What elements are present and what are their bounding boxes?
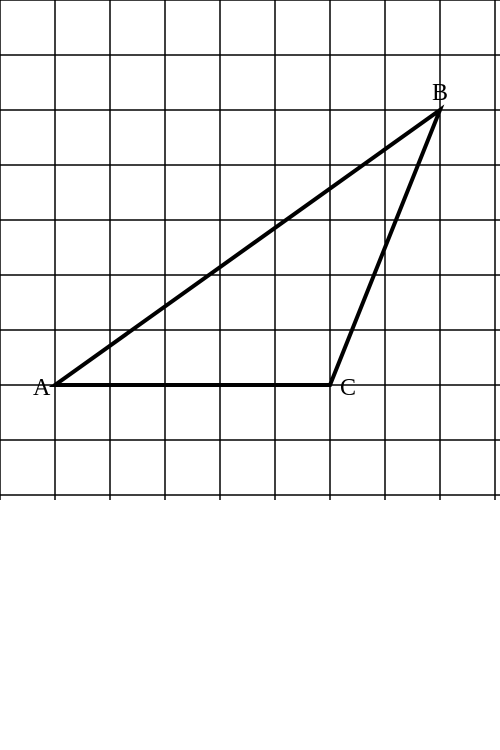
vertex-label-b: B xyxy=(432,80,448,107)
vertex-label-c: C xyxy=(340,375,356,402)
diagram-svg xyxy=(0,0,500,500)
triangle-grid-diagram: A B C xyxy=(0,0,500,500)
vertex-label-a: A xyxy=(33,375,50,402)
